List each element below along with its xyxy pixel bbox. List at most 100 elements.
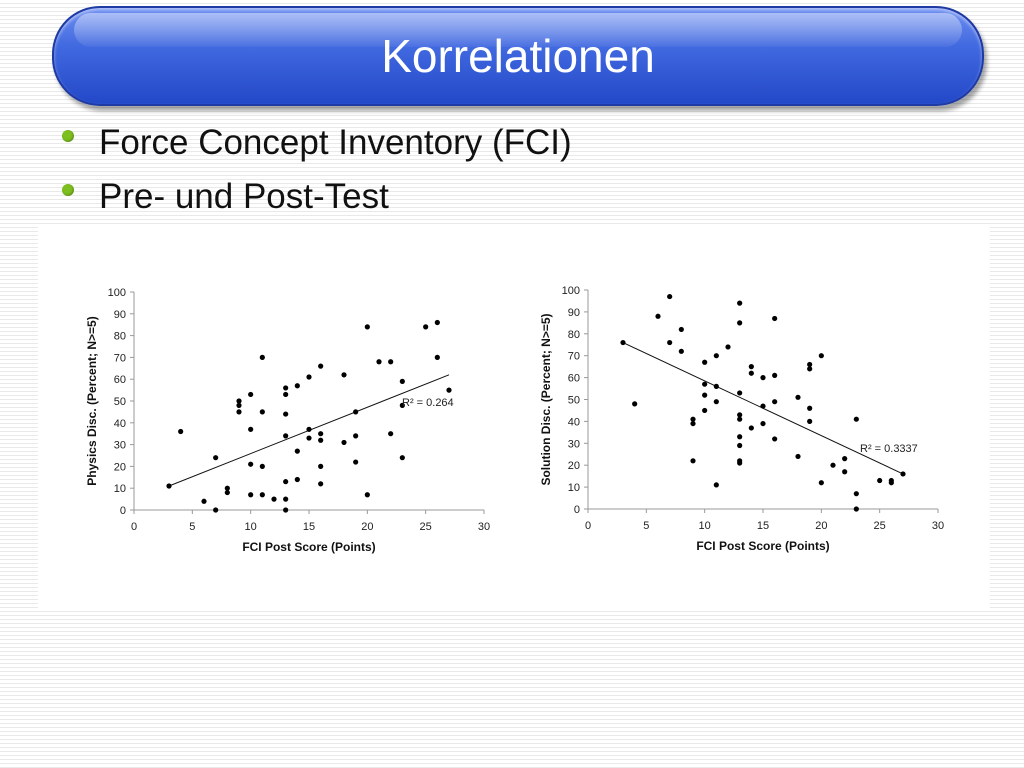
data-point [772, 372, 778, 379]
data-point [434, 319, 440, 326]
data-point [399, 402, 405, 408]
x-tick-label: 20 [361, 521, 373, 533]
data-point [760, 375, 766, 381]
data-point [807, 418, 813, 424]
data-point [655, 313, 661, 319]
data-point [388, 359, 394, 365]
bullet-text: Force Concept Inventory (FCI) [99, 123, 572, 162]
x-tick-label: 10 [699, 520, 711, 532]
data-point [283, 496, 289, 502]
y-axis-title: Physics Disc. (Percent; N>=5) [85, 316, 99, 485]
data-point [236, 402, 242, 408]
x-tick-label: 15 [303, 521, 315, 533]
data-point [748, 370, 754, 376]
data-point [399, 378, 405, 384]
data-point [737, 416, 743, 422]
x-tick-label: 5 [643, 520, 649, 532]
data-point [795, 394, 801, 400]
x-tick-label: 5 [189, 521, 195, 533]
data-point [318, 481, 324, 487]
data-point [248, 426, 254, 432]
data-point [248, 492, 254, 498]
data-point [713, 482, 719, 488]
data-point [737, 300, 743, 306]
x-tick-label: 0 [131, 521, 137, 533]
data-point [772, 315, 778, 322]
data-point [690, 416, 696, 422]
data-point [201, 498, 207, 504]
data-point [853, 506, 859, 512]
data-point [318, 431, 324, 437]
data-point [271, 496, 277, 502]
x-tick-label: 0 [585, 520, 591, 532]
data-point [737, 434, 743, 440]
y-tick-label: 50 [114, 396, 126, 408]
data-point [725, 344, 731, 350]
data-point [294, 448, 300, 454]
y-tick-label: 0 [120, 505, 126, 517]
data-point [713, 353, 719, 359]
data-point [213, 507, 219, 513]
data-point [702, 381, 708, 387]
y-tick-label: 10 [114, 483, 126, 495]
bullet-dot-icon [62, 130, 74, 142]
data-point [306, 435, 312, 441]
data-point [341, 439, 347, 446]
data-point [807, 361, 813, 368]
data-point [353, 409, 359, 415]
y-tick-label: 20 [114, 461, 126, 473]
data-point [830, 462, 836, 468]
data-point [678, 326, 684, 333]
y-tick-label: 30 [114, 440, 126, 452]
x-axis-title: FCI Post Score (Points) [242, 540, 375, 554]
data-point [166, 483, 172, 489]
y-tick-label: 60 [114, 374, 126, 386]
r-squared-label: R² = 0.264 [402, 397, 454, 409]
data-point [737, 442, 743, 449]
y-tick-label: 20 [568, 460, 580, 472]
data-point [853, 491, 859, 497]
y-tick-label: 0 [574, 504, 580, 516]
data-point [283, 391, 289, 398]
data-point [236, 409, 242, 415]
x-tick-label: 25 [420, 521, 432, 533]
y-tick-label: 100 [108, 287, 126, 299]
data-point [748, 425, 754, 431]
y-tick-label: 40 [568, 416, 580, 428]
data-point [306, 374, 312, 380]
data-point [690, 458, 696, 464]
data-point [259, 492, 265, 498]
data-point [632, 401, 638, 407]
x-tick-label: 25 [874, 520, 886, 532]
x-tick-label: 30 [932, 520, 944, 532]
data-point [818, 480, 824, 486]
data-point [900, 471, 906, 477]
data-point [713, 399, 719, 405]
data-point [760, 420, 766, 427]
data-point [702, 359, 708, 365]
data-point [388, 431, 394, 437]
y-tick-label: 80 [568, 329, 580, 341]
y-tick-label: 50 [568, 395, 580, 407]
data-point [702, 392, 708, 398]
data-point [737, 412, 743, 418]
data-point [853, 416, 859, 422]
data-point [702, 407, 708, 414]
y-tick-label: 100 [562, 285, 580, 297]
data-point [842, 456, 848, 462]
data-point [620, 339, 626, 346]
y-tick-label: 70 [568, 351, 580, 363]
data-point [748, 364, 754, 370]
data-point [283, 507, 289, 513]
data-point [667, 339, 673, 346]
r-squared-label: R² = 0.3337 [860, 443, 918, 455]
data-point [294, 383, 300, 389]
bullet-dot-icon [62, 184, 74, 196]
y-tick-label: 90 [568, 307, 580, 319]
data-point [248, 461, 254, 467]
bullet-text: Pre- und Post-Test [99, 177, 389, 216]
x-tick-label: 10 [245, 521, 257, 533]
data-point [318, 363, 324, 369]
data-point [772, 436, 778, 442]
